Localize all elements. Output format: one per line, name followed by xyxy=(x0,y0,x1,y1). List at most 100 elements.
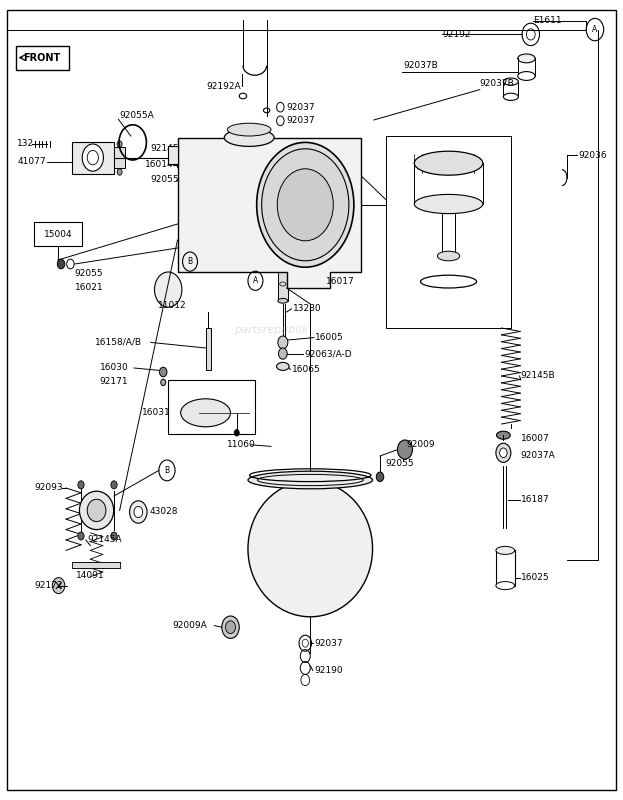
Bar xyxy=(168,380,255,434)
Text: 16031: 16031 xyxy=(142,408,171,418)
Circle shape xyxy=(82,144,103,171)
Circle shape xyxy=(496,443,511,462)
Text: 11012: 11012 xyxy=(158,301,186,310)
Text: 11060: 11060 xyxy=(227,440,255,450)
Text: 92191: 92191 xyxy=(333,159,361,169)
Text: 92037: 92037 xyxy=(287,102,315,112)
Text: 92093: 92093 xyxy=(34,483,63,493)
Text: 15004: 15004 xyxy=(44,230,72,239)
Text: 92009A: 92009A xyxy=(172,621,207,630)
Circle shape xyxy=(321,171,329,181)
Text: 92009: 92009 xyxy=(406,440,435,450)
Circle shape xyxy=(302,639,308,647)
Text: 16030: 16030 xyxy=(100,363,128,373)
Bar xyxy=(278,269,288,301)
Text: 16007: 16007 xyxy=(521,434,549,443)
Text: 16158/A/B: 16158/A/B xyxy=(95,338,141,347)
Text: B: B xyxy=(164,466,169,475)
Circle shape xyxy=(397,440,412,459)
Text: partsrepublik: partsrepublik xyxy=(234,325,308,334)
Text: 16005: 16005 xyxy=(315,333,344,342)
Circle shape xyxy=(155,272,182,307)
Circle shape xyxy=(257,142,354,267)
Bar xyxy=(34,222,82,246)
Text: 41077: 41077 xyxy=(17,157,46,166)
Ellipse shape xyxy=(87,499,106,522)
Circle shape xyxy=(111,532,117,540)
Text: E1611: E1611 xyxy=(533,16,561,26)
Bar xyxy=(72,562,120,568)
Circle shape xyxy=(67,259,74,269)
Circle shape xyxy=(161,379,166,386)
Circle shape xyxy=(130,501,147,523)
Text: 16187: 16187 xyxy=(521,495,549,505)
Text: 16065: 16065 xyxy=(292,365,320,374)
Polygon shape xyxy=(178,138,361,288)
Text: 92145A: 92145A xyxy=(87,535,122,545)
Text: 92055: 92055 xyxy=(151,175,179,185)
Circle shape xyxy=(309,594,315,602)
Text: 92037A: 92037A xyxy=(521,451,556,461)
Ellipse shape xyxy=(497,431,510,439)
Text: 92063/A-D: 92063/A-D xyxy=(304,349,351,358)
Text: 92055: 92055 xyxy=(385,459,414,469)
Ellipse shape xyxy=(414,194,483,214)
Circle shape xyxy=(500,448,507,458)
Ellipse shape xyxy=(496,546,515,554)
Circle shape xyxy=(134,506,143,518)
Text: 43028: 43028 xyxy=(150,507,178,517)
Text: 92145B: 92145B xyxy=(521,371,556,381)
Ellipse shape xyxy=(278,266,288,271)
Text: 92036: 92036 xyxy=(578,150,607,160)
Bar xyxy=(72,142,114,174)
Ellipse shape xyxy=(257,474,363,486)
Text: A: A xyxy=(253,276,258,286)
Text: 92037B: 92037B xyxy=(403,61,438,70)
Text: 92055: 92055 xyxy=(75,269,103,278)
Ellipse shape xyxy=(503,78,518,86)
Text: 92055A: 92055A xyxy=(120,111,155,121)
Circle shape xyxy=(117,169,122,175)
Ellipse shape xyxy=(503,93,518,100)
Text: 92172: 92172 xyxy=(34,581,63,590)
Ellipse shape xyxy=(437,251,460,261)
Text: 92192: 92192 xyxy=(442,30,471,39)
Text: 92037B: 92037B xyxy=(480,78,515,88)
Ellipse shape xyxy=(248,481,373,617)
Circle shape xyxy=(376,472,384,482)
Ellipse shape xyxy=(224,129,274,146)
Ellipse shape xyxy=(496,582,515,590)
Circle shape xyxy=(52,578,65,594)
Text: 13280: 13280 xyxy=(293,304,321,314)
Text: 16017: 16017 xyxy=(326,277,355,286)
Text: A: A xyxy=(592,25,597,34)
Ellipse shape xyxy=(80,491,113,530)
Circle shape xyxy=(111,481,117,489)
Text: 92190: 92190 xyxy=(314,666,343,675)
Circle shape xyxy=(78,481,84,489)
Ellipse shape xyxy=(518,54,535,62)
Ellipse shape xyxy=(414,151,483,175)
Ellipse shape xyxy=(227,123,271,136)
Circle shape xyxy=(177,161,183,169)
Circle shape xyxy=(78,532,84,540)
Text: 16021: 16021 xyxy=(75,282,103,292)
Bar xyxy=(386,136,511,328)
Text: 14091: 14091 xyxy=(76,571,105,581)
Circle shape xyxy=(262,149,349,261)
Circle shape xyxy=(179,177,184,183)
Text: FRONT: FRONT xyxy=(23,53,60,62)
Circle shape xyxy=(222,616,239,638)
Text: 92037: 92037 xyxy=(314,638,343,648)
Bar xyxy=(496,550,515,586)
Ellipse shape xyxy=(277,362,289,370)
Circle shape xyxy=(117,141,122,147)
Bar xyxy=(168,146,178,164)
FancyBboxPatch shape xyxy=(16,46,69,70)
Circle shape xyxy=(226,621,235,634)
Circle shape xyxy=(179,145,186,153)
Bar xyxy=(206,328,211,370)
Ellipse shape xyxy=(518,71,535,80)
Circle shape xyxy=(57,259,65,269)
Bar xyxy=(114,147,125,168)
